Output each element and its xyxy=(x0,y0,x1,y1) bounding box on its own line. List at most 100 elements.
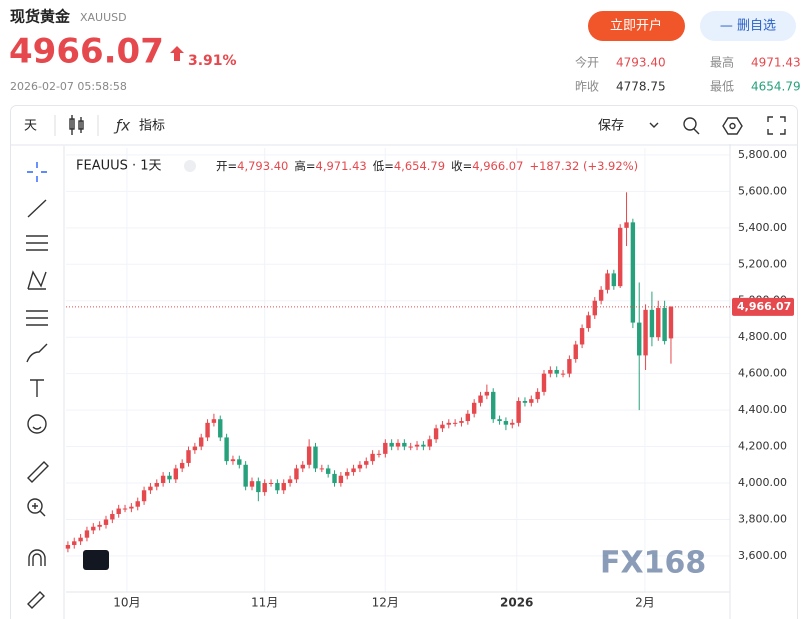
save-dropdown[interactable] xyxy=(649,122,659,128)
candle-body xyxy=(313,446,318,469)
timestamp: 2026-02-07 05:58:58 xyxy=(10,80,127,93)
asset-symbol: XAUUSD xyxy=(80,11,127,24)
zoom-tool[interactable] xyxy=(27,498,46,517)
candle-body xyxy=(351,468,356,473)
candle-body xyxy=(148,486,153,491)
ohlc-legend: 开=4,793.40 高=4,971.43 低=4,654.79 收=4,966.07… xyxy=(216,159,638,173)
x-tick-label: 10月 xyxy=(113,596,140,610)
legend-value: 4,793.40 xyxy=(237,159,288,173)
x-tick-label: 11月 xyxy=(251,596,278,610)
candle-body xyxy=(179,462,185,469)
candle-body xyxy=(338,475,344,484)
candle-body xyxy=(78,537,83,542)
legend-value: 4,966.07 xyxy=(472,159,523,173)
candle-body xyxy=(529,399,534,403)
remove-watch-button[interactable] xyxy=(700,11,796,41)
stat-value: 4971.43 xyxy=(751,56,801,70)
save-button[interactable]: 保存 xyxy=(598,119,624,134)
x-tick-label: 2月 xyxy=(635,596,655,610)
y-tick-label: 5,200.00 xyxy=(738,257,787,270)
last-price-label: 4,966.07 xyxy=(737,300,791,313)
y-tick-label: 4,200.00 xyxy=(738,440,787,453)
candle-body xyxy=(668,306,674,339)
y-tick-label: 4,600.00 xyxy=(738,367,787,380)
candle-body xyxy=(427,439,432,447)
legend-key: 高= xyxy=(294,159,315,173)
candle-body xyxy=(554,370,559,374)
open-account-button[interactable] xyxy=(588,11,685,41)
candle-body xyxy=(459,421,464,423)
ruler-tool[interactable] xyxy=(27,461,49,483)
fx-icon[interactable]: ƒx xyxy=(113,117,130,135)
legend-eye xyxy=(184,160,196,172)
candle-body xyxy=(262,483,267,493)
candle-body xyxy=(630,222,636,323)
candle-icon[interactable] xyxy=(69,115,84,135)
crosshair-tool[interactable] xyxy=(27,162,47,182)
candle-body xyxy=(306,446,312,465)
chart-panel xyxy=(10,105,798,619)
candle-body xyxy=(141,490,147,502)
candle-body xyxy=(471,402,477,414)
y-tick-label: 3,600.00 xyxy=(738,549,787,562)
up-arrow xyxy=(170,46,184,61)
emoji-tool[interactable] xyxy=(27,414,47,434)
candle-body xyxy=(135,501,140,507)
magnet-tool[interactable] xyxy=(28,549,46,566)
y-tick-label: 4,000.00 xyxy=(738,476,787,489)
candle-body xyxy=(357,464,363,469)
candle-body xyxy=(510,422,515,425)
candle-body xyxy=(249,481,255,487)
y-tick-label: 5,800.00 xyxy=(738,148,787,161)
candle-body xyxy=(376,453,382,455)
candle-body xyxy=(643,309,648,356)
candle-body xyxy=(649,309,655,338)
legend-change: +187.32 (+3.92%) xyxy=(529,159,638,173)
candle-body xyxy=(402,442,407,447)
legend-value: 4,654.79 xyxy=(394,159,445,173)
candle-body xyxy=(211,419,217,423)
quick-search-icon[interactable] xyxy=(683,117,700,135)
prediction-tool[interactable] xyxy=(26,310,48,326)
candle-body xyxy=(325,468,331,474)
stats: 今开 4793.40 最高 4971.43 昨收 4778.75 最低 4654.79 xyxy=(575,55,801,94)
candle-body xyxy=(275,483,280,491)
candle-body xyxy=(294,468,299,480)
lock-tool[interactable] xyxy=(27,591,45,609)
price: 4966.07 xyxy=(9,32,164,72)
interval-button[interactable]: 天 xyxy=(24,119,37,134)
stat-value: 4654.79 xyxy=(751,80,801,94)
candle-body xyxy=(452,422,458,424)
legend-value: 4,971.43 xyxy=(316,159,367,173)
candle-body xyxy=(370,453,375,462)
candle-body xyxy=(110,513,115,520)
candle-body xyxy=(218,419,223,438)
stat-label: 最低 xyxy=(710,80,734,94)
settings-icon[interactable] xyxy=(722,117,743,135)
fib-tool[interactable] xyxy=(26,235,48,251)
candle-body xyxy=(116,508,121,514)
candle-body xyxy=(237,459,242,465)
y-tick-label: 3,800.00 xyxy=(738,512,787,525)
last-price-box xyxy=(732,297,794,316)
candle-body xyxy=(364,461,369,465)
candle-body xyxy=(91,526,96,531)
watermark: FX168 xyxy=(600,546,706,581)
drawing-tools xyxy=(26,162,49,609)
candle-body xyxy=(478,395,483,403)
stat-label: 今开 xyxy=(575,55,599,70)
x-tick-label: 12月 xyxy=(372,596,399,610)
indicators-button[interactable]: 指标 xyxy=(139,119,165,134)
fullscreen-icon[interactable] xyxy=(767,116,786,135)
legend-key: 开= xyxy=(216,159,237,173)
candle-body xyxy=(205,422,210,438)
legend-key: 收= xyxy=(451,159,472,173)
text-tool[interactable] xyxy=(30,379,44,397)
candle-body xyxy=(598,289,604,301)
trend-line-tool[interactable] xyxy=(27,199,47,218)
candle-body xyxy=(611,273,617,287)
candle-body xyxy=(516,400,521,423)
pattern-tool[interactable] xyxy=(27,270,47,290)
brush-tool[interactable] xyxy=(26,343,48,363)
